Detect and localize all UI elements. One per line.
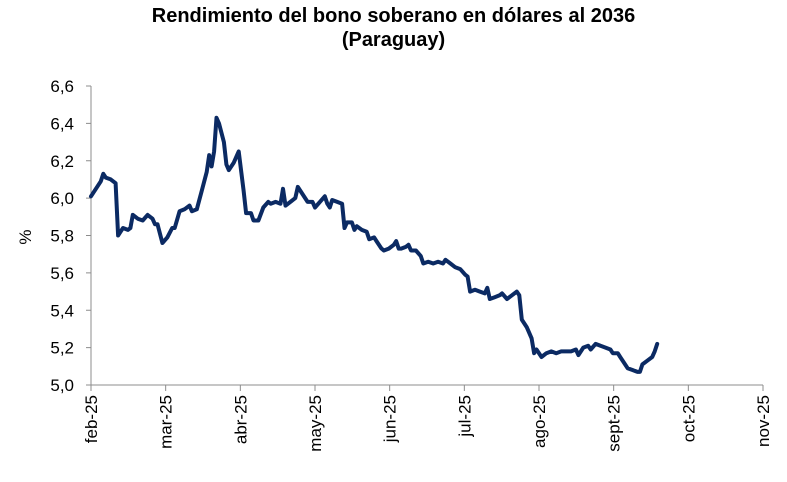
x-tick-label: mar-25 [157, 395, 176, 449]
x-axis: feb-25 mar-25 abr-25 may-25 jun-25 jul-25 ago-… [82, 384, 773, 452]
y-tick-label: 5,8 [50, 227, 74, 246]
series-group [89, 115, 660, 374]
chart-title-line-2: (Paraguay) [341, 29, 446, 51]
x-tick-label: sept-25 [605, 395, 624, 452]
chart-title-line-1: Rendimiento del bono soberano en dólares… [151, 5, 636, 27]
x-tick-label: ago-25 [530, 395, 549, 448]
y-tick-label: 6,4 [50, 114, 74, 133]
y-tick-label: 6,6 [50, 77, 74, 96]
x-tick-label: feb-25 [82, 395, 101, 443]
x-tick-label: jun-25 [381, 395, 400, 443]
y-tick-label: 5,2 [50, 339, 74, 358]
x-tick-label: oct-25 [679, 395, 698, 442]
chart-title: Rendimiento del bono soberano en dólares… [0, 4, 787, 52]
y-tick-label: 5,4 [50, 301, 74, 320]
series-line [89, 115, 660, 374]
y-tick-label: 6,2 [50, 152, 74, 171]
y-tick-label: 6,0 [50, 189, 74, 208]
x-tick-label: may-25 [306, 395, 325, 452]
y-axis: 5,0 5,2 5,4 5,6 5,8 6,0 6,2 6,4 6,6 [50, 77, 92, 395]
x-tick-label: nov-25 [754, 395, 773, 447]
y-tick-label: 5,0 [50, 376, 74, 395]
x-tick-label: jul-25 [455, 395, 474, 438]
x-tick-label: abr-25 [231, 395, 250, 444]
y-tick-label: 5,6 [50, 264, 74, 283]
y-axis-label: % [16, 229, 35, 244]
